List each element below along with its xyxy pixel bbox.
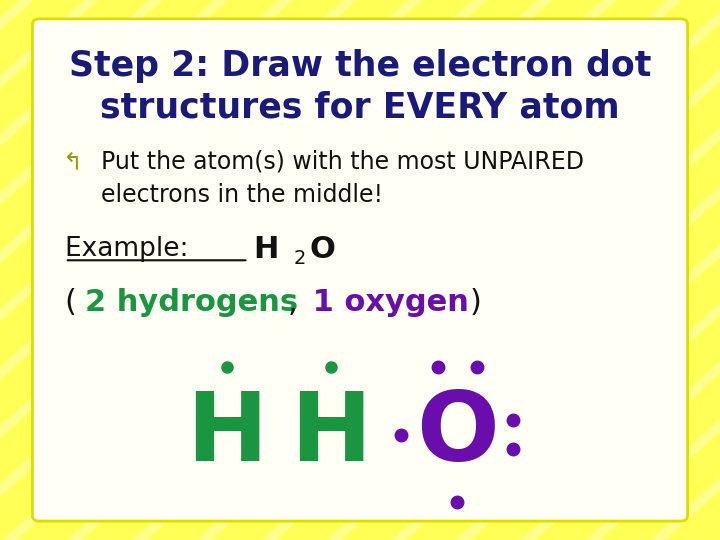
Text: 2 hydrogens: 2 hydrogens bbox=[85, 288, 298, 317]
Text: ,: , bbox=[288, 288, 298, 317]
Text: H: H bbox=[253, 235, 279, 264]
Text: O: O bbox=[416, 388, 498, 481]
Text: 2: 2 bbox=[294, 248, 306, 268]
Text: ): ) bbox=[469, 288, 481, 317]
Text: Put the atom(s) with the most UNPAIRED: Put the atom(s) with the most UNPAIRED bbox=[101, 150, 584, 174]
Text: Example:: Example: bbox=[65, 237, 197, 262]
Text: H: H bbox=[291, 388, 372, 481]
Text: H: H bbox=[186, 388, 267, 481]
FancyBboxPatch shape bbox=[32, 19, 688, 521]
Text: 1 oxygen: 1 oxygen bbox=[302, 288, 469, 317]
Text: structures for EVERY atom: structures for EVERY atom bbox=[100, 91, 620, 125]
Text: O: O bbox=[310, 235, 336, 264]
Text: electrons in the middle!: electrons in the middle! bbox=[101, 184, 383, 207]
Text: Step 2: Draw the electron dot: Step 2: Draw the electron dot bbox=[69, 49, 651, 83]
Text: (: ( bbox=[65, 288, 76, 317]
Text: ↰: ↰ bbox=[63, 150, 83, 174]
